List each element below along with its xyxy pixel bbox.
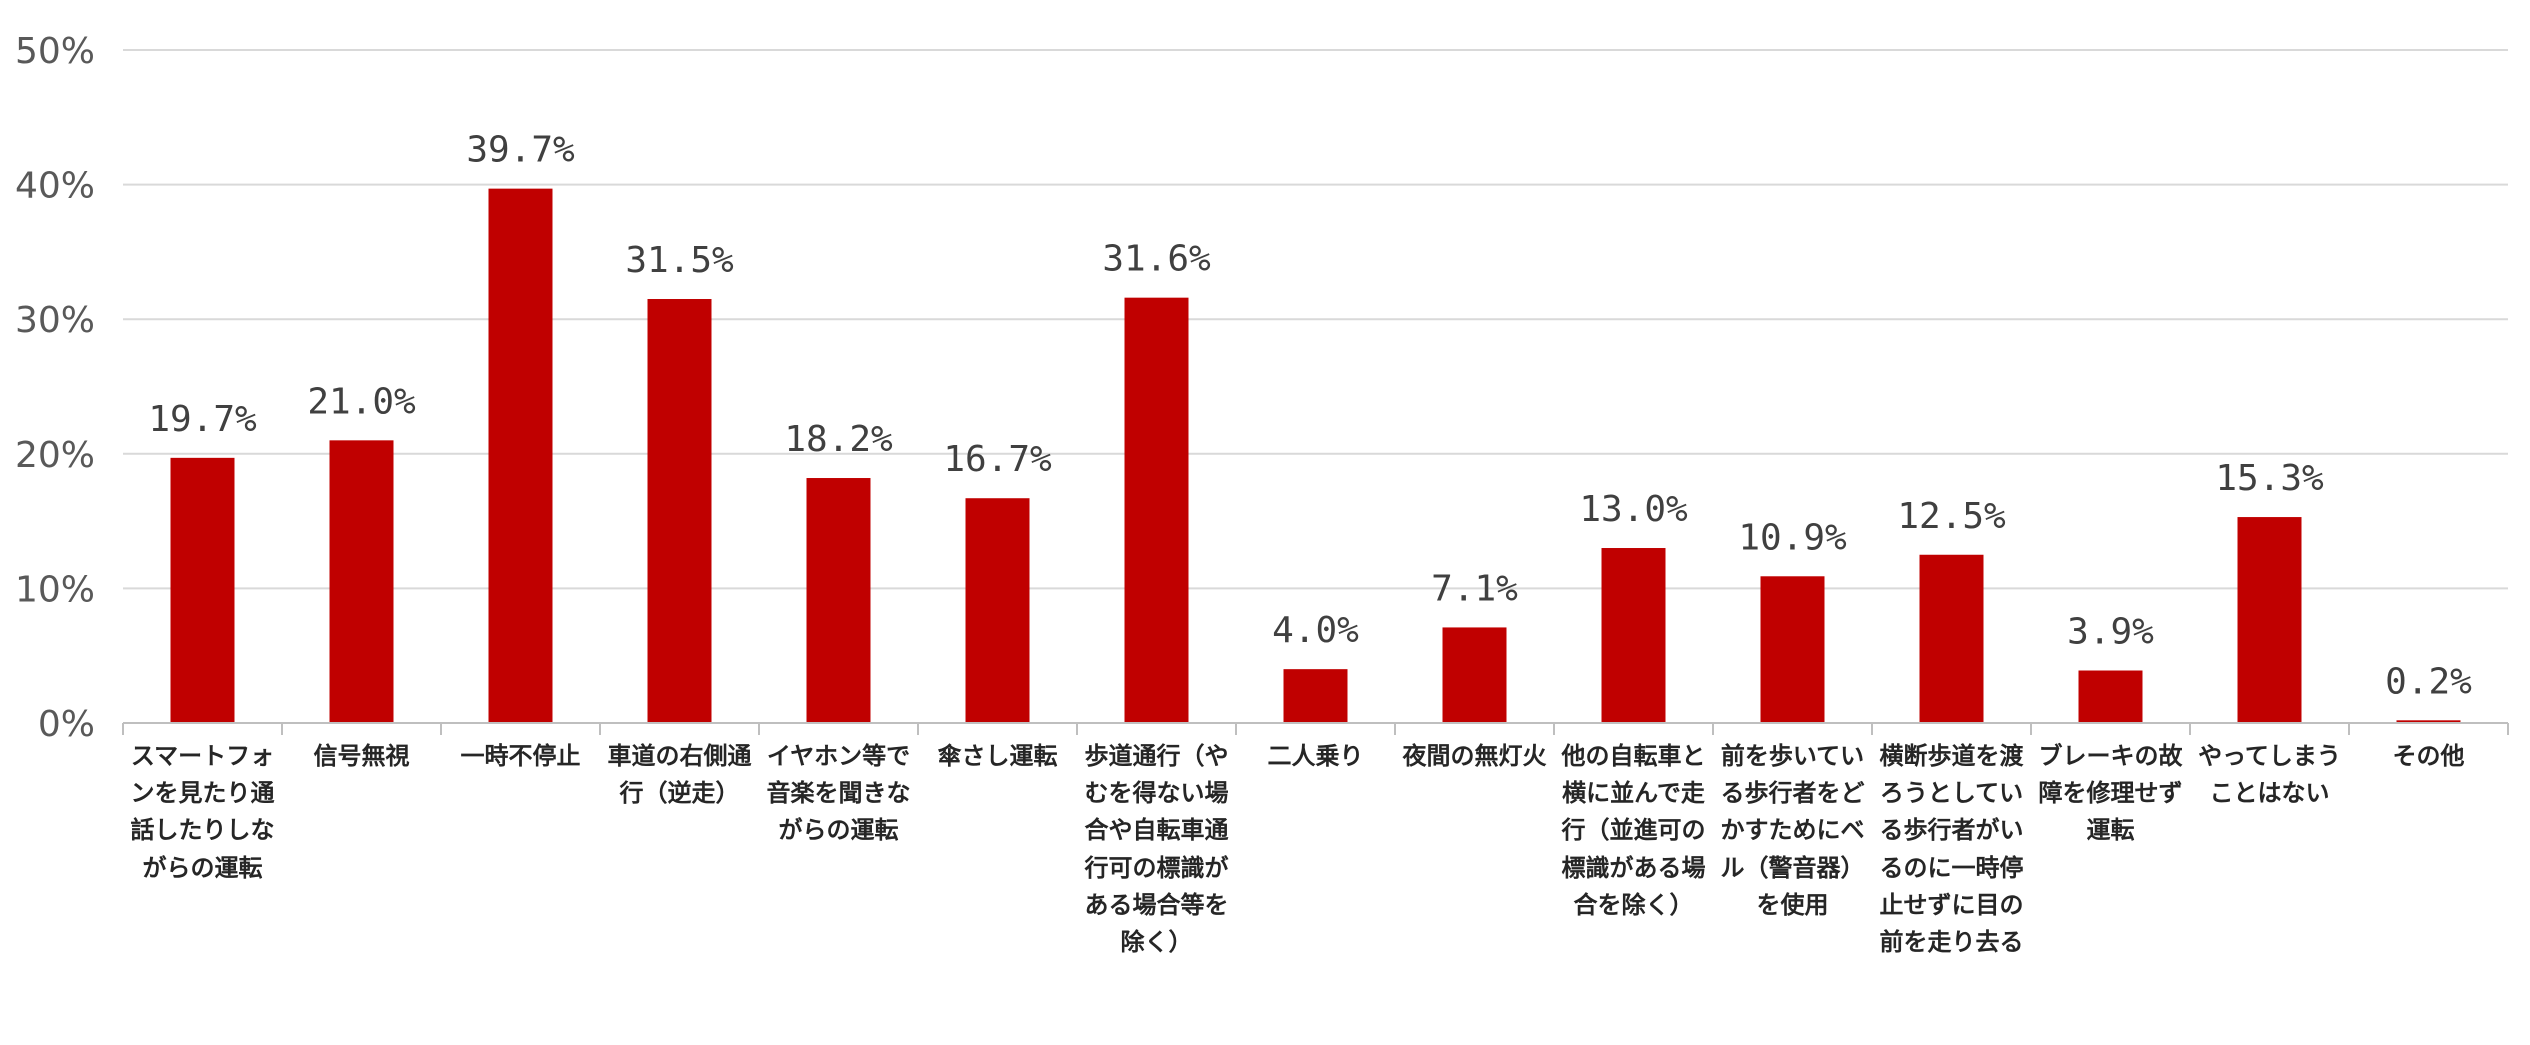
- category-label: 一時不停止: [460, 742, 581, 770]
- data-label: 0.2%: [2385, 661, 2472, 702]
- data-label: 31.6%: [1102, 239, 1211, 280]
- bar: [806, 478, 871, 723]
- bar: [2396, 720, 2461, 723]
- bar: [1283, 669, 1348, 723]
- y-tick-label: 10%: [15, 569, 95, 610]
- bar: [329, 440, 394, 723]
- bars: [170, 188, 2461, 723]
- category-label: ブレーキの故障を修理せず運転: [2038, 742, 2183, 845]
- bar: [1760, 576, 1825, 723]
- bar: [1919, 554, 1984, 723]
- bar: [1442, 627, 1507, 723]
- data-label: 18.2%: [784, 419, 893, 460]
- bar: [2237, 517, 2302, 723]
- data-label: 3.9%: [2067, 612, 2154, 653]
- data-labels: 19.7% 21.0% 39.7% 31.5% 18.2% 16.7% 31.6% 4.0% 7…: [148, 130, 2472, 703]
- data-label: 21.0%: [307, 381, 416, 422]
- y-tick-label: 20%: [15, 435, 95, 476]
- bar: [965, 498, 1030, 723]
- data-label: 13.0%: [1579, 489, 1688, 530]
- y-tick-label: 0%: [38, 704, 95, 745]
- category-label: やってしまうことはない: [2198, 742, 2341, 808]
- bar: [488, 188, 553, 723]
- y-tick-label: 30%: [15, 300, 95, 341]
- category-label: スマートフォンを見たり通話したりしながらの運転: [130, 742, 275, 882]
- data-label: 16.7%: [943, 439, 1052, 480]
- category-label: 車道の右側通行（逆走）: [607, 742, 752, 808]
- data-label: 10.9%: [1738, 517, 1847, 558]
- y-axis-ticks: 0% 10% 20% 30% 40% 50%: [15, 31, 95, 745]
- category-label: その他: [2392, 742, 2465, 770]
- category-label: 傘さし運転: [937, 742, 1058, 770]
- category-label: 前を歩いている歩行者をどかすためにベル（警音器）を使用: [1720, 742, 1865, 919]
- bar: [647, 299, 712, 723]
- data-label: 19.7%: [148, 399, 257, 440]
- category-label: 他の自転車と横に並んで走行（並進可の標識がある場合を除く）: [1561, 742, 1706, 919]
- data-label: 4.0%: [1272, 610, 1359, 651]
- category-label: 二人乗り: [1267, 742, 1364, 770]
- y-tick-label: 50%: [15, 31, 95, 72]
- category-label: 歩道通行（やむを得ない場合や自転車通行可の標識がある場合等を除く）: [1084, 742, 1229, 956]
- category-label: イヤホン等で音楽を聞きながらの運転: [766, 742, 911, 845]
- data-label: 39.7%: [466, 130, 575, 171]
- category-label: 信号無視: [313, 742, 410, 770]
- category-label: 夜間の無灯火: [1402, 742, 1547, 770]
- category-label: 横断歩道を渡ろうとしている歩行者がいるのに一時停止せずに目の前を走り去る: [1879, 742, 2024, 956]
- data-label: 31.5%: [625, 240, 734, 281]
- bar: [1601, 548, 1666, 723]
- data-label: 15.3%: [2215, 458, 2324, 499]
- data-label: 12.5%: [1897, 496, 2006, 537]
- bar: [1124, 297, 1189, 723]
- bar: [170, 457, 235, 723]
- x-axis: [122, 722, 2509, 735]
- y-tick-label: 40%: [15, 166, 95, 207]
- data-label: 7.1%: [1431, 568, 1518, 609]
- bar: [2078, 670, 2143, 723]
